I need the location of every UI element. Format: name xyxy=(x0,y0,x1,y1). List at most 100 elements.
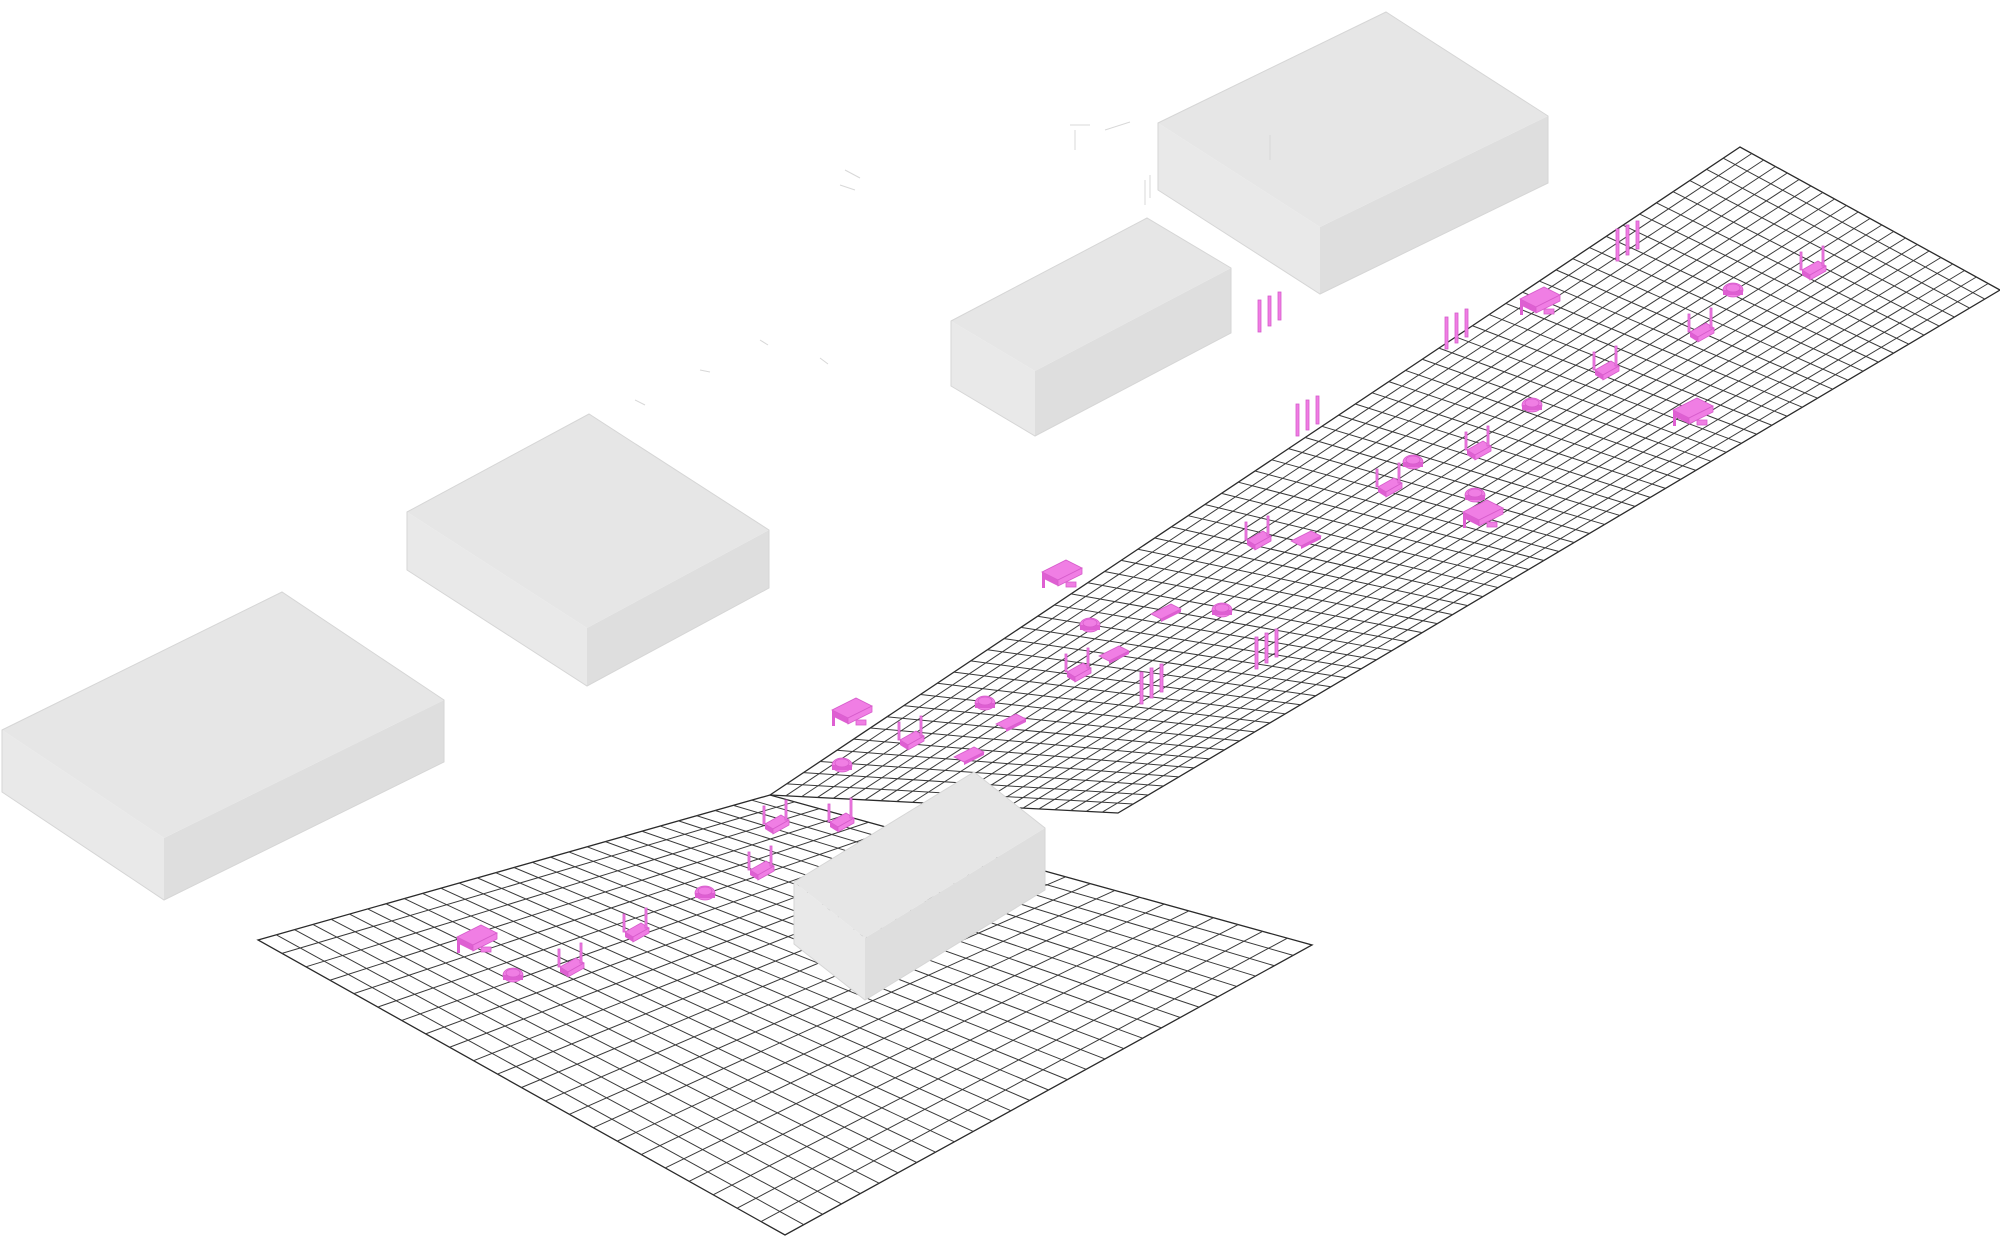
furniture-cluster xyxy=(1444,308,1469,350)
round-seat-cushion xyxy=(834,758,850,768)
furniture-cluster xyxy=(1464,487,1486,503)
floor-grid-upper-strip-line-v xyxy=(959,224,1883,806)
round-seat-base xyxy=(1080,625,1100,630)
floor-grid-lower-wing xyxy=(256,794,1314,1236)
sofa-front xyxy=(472,932,498,952)
faint-mark xyxy=(634,399,646,406)
furniture-cluster xyxy=(1150,603,1182,622)
floor-grid-lower-wing-line-v xyxy=(305,808,820,968)
faint-mark xyxy=(1104,121,1131,131)
floor-grid-lower-wing-line-v xyxy=(712,924,1239,1196)
furniture-cluster xyxy=(1079,617,1101,633)
tall-post xyxy=(1149,667,1154,699)
round-seat-cushion xyxy=(1467,488,1483,498)
furniture-cluster xyxy=(1290,530,1322,549)
floor-grid-lower-wing-line-v xyxy=(736,930,1263,1209)
desk-side xyxy=(830,822,838,832)
desk-post xyxy=(579,942,583,964)
faint-mark xyxy=(839,184,856,191)
desk-post xyxy=(1614,345,1618,367)
round-seat-base xyxy=(832,765,852,770)
floor-grid-lower-wing-line-v xyxy=(353,821,869,995)
desk-side xyxy=(1378,487,1386,497)
furniture-cluster xyxy=(747,845,775,881)
sofa-side xyxy=(1042,572,1058,586)
desk-front xyxy=(1697,327,1715,343)
floor-grid-lower-wing-line-v xyxy=(593,889,1116,1129)
floor-grid-upper-strip-line-v xyxy=(1022,250,1930,809)
floor-grid-upper-strip xyxy=(768,146,2000,814)
round-seat-base xyxy=(975,703,995,708)
sofa-side xyxy=(832,710,848,724)
furniture-clusters xyxy=(456,220,1827,983)
floor-grid-upper-strip-line-v xyxy=(817,166,1776,798)
tall-post xyxy=(1139,671,1144,705)
desk-front xyxy=(757,865,775,881)
desk-front xyxy=(1254,535,1272,551)
furniture-cluster xyxy=(762,799,790,835)
faint-mark xyxy=(699,369,711,373)
building-blocks xyxy=(1,11,1549,1001)
desk-post xyxy=(1086,647,1090,669)
desk-post xyxy=(784,799,788,821)
floor-grid-upper-strip-line-v xyxy=(1038,257,1942,810)
block-5-low-wall-outline xyxy=(793,771,1046,1001)
block-4 xyxy=(1157,11,1549,295)
block-3-top-face xyxy=(951,218,1231,371)
desk-post xyxy=(1244,521,1248,541)
floor-grid-lower-wing-line-v xyxy=(688,917,1214,1182)
desk-front xyxy=(1474,445,1492,461)
furniture-cluster xyxy=(622,907,650,943)
floor-grid-upper-strip-line-v xyxy=(1054,263,1953,811)
desk-side xyxy=(1802,270,1810,280)
floor-grid-lower-wing-line-v xyxy=(760,937,1288,1223)
desk-post xyxy=(919,715,923,737)
sofa-side xyxy=(1520,299,1536,313)
sofa-leg xyxy=(457,941,460,953)
round-seat-base xyxy=(1465,495,1485,500)
furniture-cluster xyxy=(694,885,716,901)
block-3 xyxy=(950,217,1232,437)
sofa-front xyxy=(847,705,873,725)
floor-grid-upper-strip-line-v xyxy=(991,237,1906,807)
tall-post xyxy=(1315,395,1320,425)
round-seat-cushion xyxy=(977,696,993,706)
desk-post xyxy=(747,851,751,871)
furniture-cluster xyxy=(557,942,585,978)
table-edge xyxy=(1109,651,1129,664)
desk-post xyxy=(1709,307,1713,329)
sofa-leg xyxy=(1042,576,1045,588)
furniture-cluster xyxy=(995,713,1027,732)
tall-post xyxy=(1635,220,1640,250)
sofa-front xyxy=(1688,405,1714,425)
block-1 xyxy=(1,591,445,901)
sofa-leg xyxy=(1520,303,1523,315)
round-seat-base xyxy=(1212,610,1232,615)
sofa-ottoman xyxy=(480,946,492,953)
tall-post xyxy=(1295,403,1300,437)
sofa-ottoman xyxy=(855,719,867,726)
furniture-cluster xyxy=(1462,499,1504,528)
block-5-low-wall xyxy=(793,771,1046,1001)
floor-grid-upper-strip-line-v xyxy=(1086,276,1977,812)
block-4-outline xyxy=(1157,11,1549,295)
round-seat-base xyxy=(1723,290,1743,295)
round-seat-cushion xyxy=(1725,283,1741,293)
block-1-top-face xyxy=(2,592,444,838)
sofa-leg xyxy=(832,714,835,726)
desk-side xyxy=(625,932,633,942)
faint-mark xyxy=(819,357,829,365)
round-seat-cushion xyxy=(505,968,521,978)
desk-side xyxy=(900,740,908,750)
furniture-cluster xyxy=(1402,454,1424,470)
floor-grid-upper-strip-line-v xyxy=(912,205,1847,803)
desk-front xyxy=(1385,482,1403,498)
sofa-leg xyxy=(1463,516,1466,528)
floor-grid-lower-wing-line-v xyxy=(641,903,1165,1155)
floor-grid-upper-strip-line-v xyxy=(864,185,1812,801)
furniture-cluster xyxy=(1295,395,1320,437)
furniture-cluster xyxy=(897,715,925,751)
floor-grid-upper-strip-line-v xyxy=(943,218,1871,805)
furniture-cluster xyxy=(1799,245,1827,281)
furniture-cluster xyxy=(1244,515,1272,551)
